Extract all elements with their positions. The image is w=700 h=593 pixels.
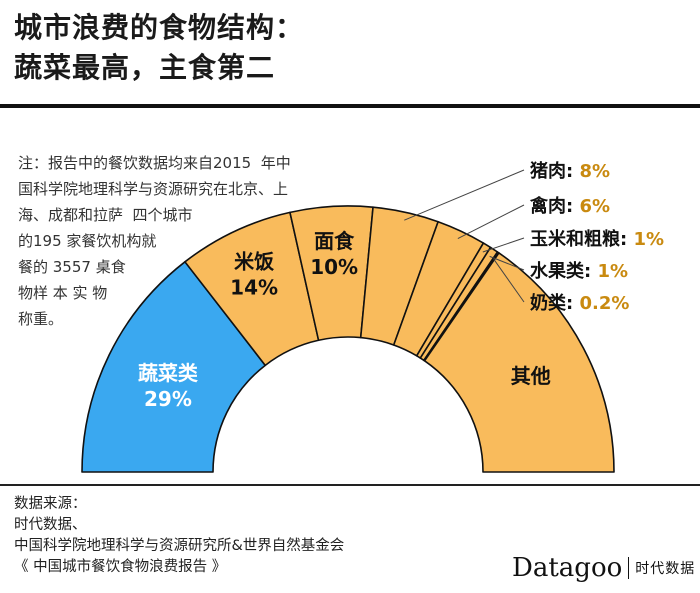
- slice-9: [423, 252, 615, 473]
- title-line-2: 蔬菜最高，主食第二: [14, 51, 276, 84]
- slice-label: 面食: [314, 229, 355, 253]
- slice-label: 其他: [511, 364, 551, 388]
- source-line: 中国科学院地理科学与资源研究所&世界自然基金会: [14, 538, 345, 554]
- slice-label: 奶类: 0.2%: [530, 292, 629, 314]
- leader-line: [482, 237, 525, 253]
- brand-subtitle: 时代数据: [635, 561, 696, 577]
- slice-label: 水果类: 1%: [530, 260, 628, 282]
- note-line: 国科学院地理科学与资源研究在北京、上: [18, 180, 289, 198]
- slice-value-label: 29%: [144, 387, 192, 411]
- slice-1: [81, 261, 267, 473]
- slice-value-label: 10%: [310, 255, 358, 279]
- source-line: 《 中国城市餐饮食物浪费报告 》: [14, 559, 227, 575]
- note-line: 物样 本 实 物: [18, 284, 108, 302]
- data-source: 数据来源： 时代数据、 中国科学院地理科学与资源研究所&世界自然基金会 《 中国…: [14, 494, 344, 578]
- title-divider: [0, 104, 700, 108]
- source-line: 时代数据、: [14, 517, 87, 533]
- note-line: 注：报告中的餐饮数据均来自2015 年中: [18, 154, 291, 172]
- brand-name: Datagoo: [512, 553, 623, 583]
- leader-line: [493, 258, 525, 303]
- leader-line: [404, 169, 525, 221]
- brand-logo: Datagoo 时代数据: [512, 553, 695, 583]
- source-divider: [0, 484, 700, 486]
- note-line: 海、成都和拉萨 四个城市: [18, 206, 193, 224]
- note-line: 餐的 3557 桌食: [18, 258, 126, 276]
- source-line: 数据来源：: [14, 496, 87, 512]
- chart-note: 注：报告中的餐饮数据均来自2015 年中 国科学院地理科学与资源研究在北京、上 …: [18, 150, 358, 332]
- brand-divider: [628, 557, 630, 579]
- slice-label: 猪肉: 8%: [529, 160, 610, 182]
- note-line: 称重。: [18, 310, 64, 328]
- leader-line: [489, 255, 525, 271]
- title-line-1: 城市浪费的食物结构：: [14, 11, 305, 44]
- slice-label: 蔬菜类: [138, 361, 198, 385]
- slice-label: 禽肉: 6%: [529, 195, 610, 217]
- slice-label: 玉米和粗粮: 1%: [530, 228, 664, 250]
- slice-label: 米饭: [234, 249, 274, 273]
- note-line: 的195 家餐饮机构就: [18, 232, 157, 250]
- slice-value-label: 14%: [230, 275, 278, 299]
- leader-line: [457, 204, 525, 240]
- chart-title: 城市浪费的食物结构： 蔬菜最高，主食第二: [14, 8, 304, 88]
